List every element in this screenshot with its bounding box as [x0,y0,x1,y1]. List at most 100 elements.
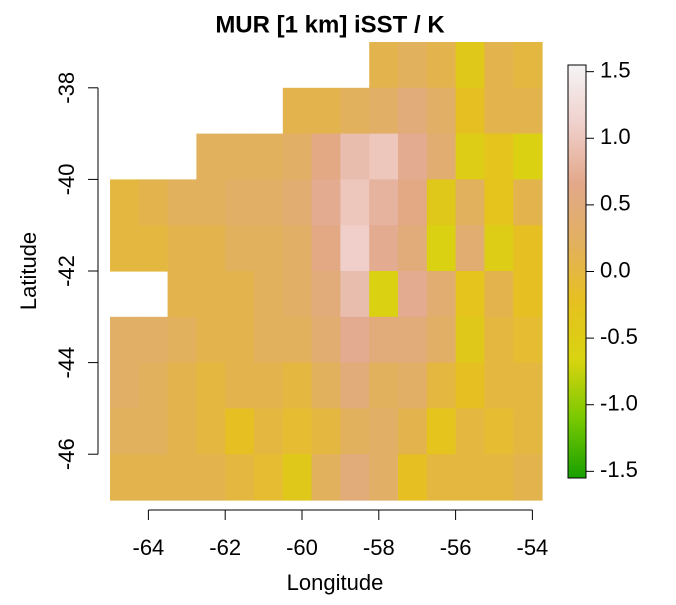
heatmap-cell [455,362,485,409]
heatmap-cell [340,179,370,226]
heatmap-cell [225,362,255,409]
heatmap-cell [484,408,514,455]
heatmap-cell [311,408,341,455]
heatmap-cell [167,454,197,501]
heatmap-cell [254,133,284,180]
heatmap-cell [196,271,226,318]
heatmap-cell [398,225,428,272]
x-tick-label: -54 [517,535,549,560]
heatmap-cell [426,362,457,409]
heatmap-cell [340,133,370,180]
heatmap-cell [398,316,428,364]
heatmap-cell [282,87,313,135]
heatmap-cell [426,454,457,501]
heatmap-cell [426,408,457,455]
heatmap-cell [282,225,313,272]
heatmap-cell [369,271,399,318]
heatmap-cell [426,42,457,89]
heatmap-cell [426,316,457,364]
heatmap-cell [282,179,313,226]
y-tick-label: -40 [54,164,79,196]
heatmap-cell [340,316,370,364]
heatmap-cell [484,271,514,318]
heatmap-cell [311,179,341,226]
heatmap-cell [196,179,226,226]
heatmap-cell [513,362,543,409]
heatmap-cell [369,362,399,409]
heatmap-cell [398,42,428,89]
heatmap-cell [513,408,543,455]
heatmap-cell [254,225,284,272]
heatmap-cell [484,42,514,89]
heatmap-cell [484,133,514,180]
x-tick-label: -62 [209,535,241,560]
heatmap-cell [455,271,485,318]
heatmap-cell [398,454,428,501]
x-tick-label: -60 [286,535,318,560]
heatmap-cell [110,454,140,501]
heatmap-cell [426,87,457,135]
colorbar-tick-label: 1.0 [600,124,631,149]
heatmap-cell [311,271,341,318]
x-tick-label: -56 [440,535,472,560]
heatmap-cell [398,179,428,226]
heatmap-cell [369,454,399,501]
y-axis-label: Latitude [16,232,41,310]
y-tick-label: -42 [54,255,79,287]
heatmap-cell [340,271,370,318]
heatmap-cell [254,179,284,226]
heatmap-cell [254,362,284,409]
heatmap-cell [513,316,543,364]
heatmap-cell [225,179,255,226]
heatmap-cell [369,87,399,135]
heatmap-cell [455,87,485,135]
heatmap-cell [110,225,140,272]
heatmap-cell [484,362,514,409]
heatmap-cell [282,408,313,455]
heatmap-cell [426,179,457,226]
colorbar-tick-label: 0.5 [600,191,631,216]
heatmap-cell [196,316,226,364]
heatmap-cell [225,316,255,364]
heatmap-cell [369,179,399,226]
heatmap-cell [311,362,341,409]
colorbar-tick-label: -0.5 [600,324,638,349]
heatmap-cell [398,362,428,409]
heatmap-cell [340,454,370,501]
heatmap-cell [484,316,514,364]
heatmap-cell [455,42,485,89]
heatmap-cell [398,133,428,180]
heatmap-cell [110,408,140,455]
heatmap-cell [225,408,255,455]
heatmap-cell [167,408,197,455]
heatmap-cell [167,362,197,409]
heatmap-cell [513,454,543,501]
x-axis-label: Longitude [287,570,384,595]
heatmap-cell [455,316,485,364]
heatmap-cell [138,316,169,364]
heatmap-cell [369,408,399,455]
heatmap-cell [513,225,543,272]
heatmap-cell [513,133,543,180]
heatmap-cell [282,454,313,501]
heatmap-cell [369,42,399,89]
heatmap-cell [398,271,428,318]
heatmap-cell [138,179,169,226]
heatmap-cell [513,87,543,135]
heatmap-cell [254,316,284,364]
heatmap-cell [282,271,313,318]
heatmap-cell [282,316,313,364]
heatmap-cell [426,271,457,318]
heatmap-cell [110,362,140,409]
x-tick-label: -58 [363,535,395,560]
heatmap-cell [311,454,341,501]
heatmap-cell [484,225,514,272]
heatmap-cell [398,87,428,135]
heatmap-cell [340,87,370,135]
colorbar [567,64,587,479]
heatmap-cell [426,225,457,272]
heatmap-cell [340,362,370,409]
heatmap-cell [225,271,255,318]
chart-title: MUR [1 km] iSST / K [215,11,445,38]
heatmap-cell [455,454,485,501]
